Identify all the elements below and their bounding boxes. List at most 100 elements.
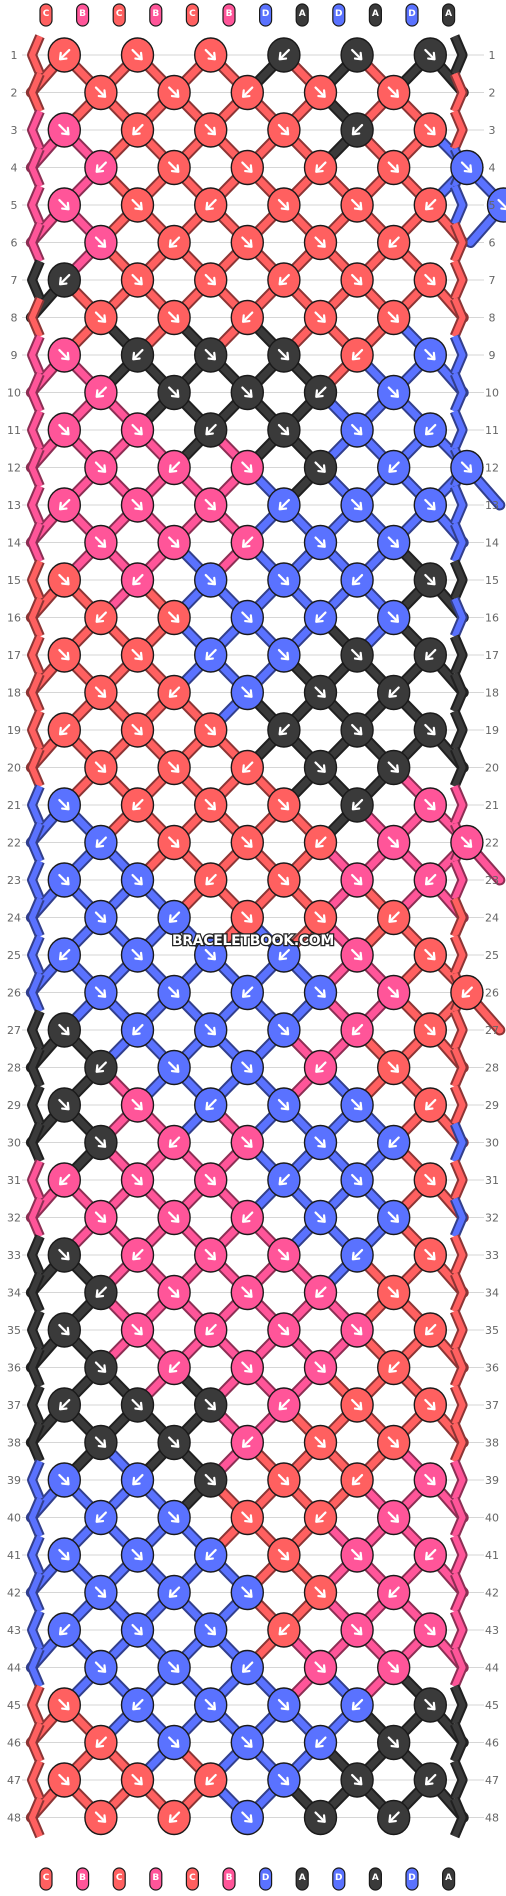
knot <box>413 412 447 448</box>
diagonal-arrow-icon <box>168 386 180 398</box>
diagonal-arrow-icon <box>351 498 363 511</box>
edge-thread <box>29 522 43 563</box>
diagonal-arrow-icon <box>132 1248 144 1261</box>
knot <box>193 637 228 673</box>
row-number-right: 1 <box>489 49 496 62</box>
edge-thread <box>29 1647 43 1688</box>
knot <box>120 1387 155 1423</box>
knot <box>230 524 265 561</box>
diagonal-arrow-icon <box>278 273 290 286</box>
knot <box>84 749 118 786</box>
diagonal-arrow-icon <box>205 1773 217 1786</box>
knot <box>340 112 374 148</box>
diagonal-arrow-icon <box>424 1623 436 1636</box>
edge-thread <box>29 222 43 263</box>
knot <box>267 1012 301 1048</box>
diagonal-arrow-icon <box>351 348 364 361</box>
diagonal-arrow-icon <box>277 1248 290 1261</box>
diagonal-arrow-icon <box>131 423 143 436</box>
diagonal-arrow-icon <box>241 1211 254 1223</box>
diagonal-arrow-icon <box>131 948 143 961</box>
diagonal-arrow-icon <box>168 86 180 98</box>
column-label-top: A <box>295 3 309 27</box>
knot <box>193 562 228 598</box>
row-number-left: 14 <box>7 537 21 550</box>
diagonal-arrow-icon <box>277 123 290 136</box>
knot <box>340 637 374 673</box>
column-label-top: B <box>75 3 90 27</box>
diagonal-arrow-icon <box>314 911 326 923</box>
knot <box>377 299 411 336</box>
edge-thread <box>451 410 466 450</box>
edge-thread <box>29 447 43 488</box>
knot <box>340 1237 374 1273</box>
diagonal-arrow-icon <box>204 573 217 586</box>
row-number-left: 19 <box>7 724 21 737</box>
column-letter: D <box>408 9 415 19</box>
knot <box>377 974 411 1011</box>
knot <box>193 1762 228 1798</box>
row-number-left: 22 <box>7 837 21 850</box>
column-letter: A <box>445 1873 452 1883</box>
diagonal-arrow-icon <box>424 573 436 586</box>
knot <box>230 74 265 111</box>
knot <box>303 1724 338 1761</box>
diagonal-arrow-icon <box>277 573 290 586</box>
row-number-right: 15 <box>485 574 499 587</box>
row-number-right: 17 <box>485 649 499 662</box>
row-number-left: 43 <box>7 1624 21 1637</box>
diagonal-arrow-icon <box>351 1023 364 1036</box>
column-letter: B <box>152 1873 159 1883</box>
edge-thread <box>451 860 466 900</box>
edge-thread <box>29 1310 43 1350</box>
diagonal-arrow-icon <box>241 461 253 473</box>
edge-thread <box>29 1722 43 1763</box>
diagonal-arrow-icon <box>424 1098 437 1111</box>
knot <box>120 112 155 148</box>
knot <box>193 1087 228 1123</box>
edge-thread <box>29 710 43 750</box>
diagonal-arrow-icon <box>424 648 437 661</box>
knot <box>267 937 301 973</box>
diagonal-arrow-icon <box>277 798 290 811</box>
knot <box>47 562 82 598</box>
diagonal-arrow-icon <box>58 348 70 361</box>
row-number-right: 28 <box>485 1062 499 1075</box>
knot <box>450 974 484 1011</box>
edge-thread <box>29 335 43 375</box>
diagonal-arrow-icon <box>241 311 254 323</box>
row-number-left: 24 <box>7 912 21 925</box>
knot <box>84 524 118 561</box>
edge-thread <box>29 1797 43 1838</box>
knot <box>413 1162 447 1198</box>
diagonal-arrow-icon <box>131 1098 143 1111</box>
knot <box>47 487 82 523</box>
row-number-right: 26 <box>485 987 499 1000</box>
knot <box>47 862 82 898</box>
row-number-right: 16 <box>485 612 499 625</box>
edge-thread <box>29 597 43 638</box>
row-number-left: 17 <box>7 649 21 662</box>
knot <box>193 1012 228 1048</box>
knot <box>267 187 301 223</box>
row-number-right: 20 <box>485 762 499 775</box>
knot <box>230 1649 265 1686</box>
edge-thread <box>451 935 466 975</box>
diagonal-arrow-icon <box>314 536 326 548</box>
diagonal-arrow-icon <box>424 1473 436 1486</box>
knot <box>120 262 155 298</box>
diagonal-arrow-icon <box>205 873 217 886</box>
diagonal-arrow-icon <box>241 1286 253 1298</box>
diagonal-arrow-icon <box>278 498 290 511</box>
knot <box>340 262 374 298</box>
row-number-left: 25 <box>7 949 21 962</box>
diagonal-arrow-icon <box>351 1623 363 1636</box>
diagonal-arrow-icon <box>58 1248 70 1261</box>
knot <box>230 599 265 636</box>
diagonal-arrow-icon <box>387 1061 400 1073</box>
diagonal-arrow-icon <box>168 161 180 173</box>
knot <box>267 637 301 673</box>
knot <box>377 374 411 411</box>
knot <box>340 1012 374 1048</box>
knot <box>267 412 301 448</box>
